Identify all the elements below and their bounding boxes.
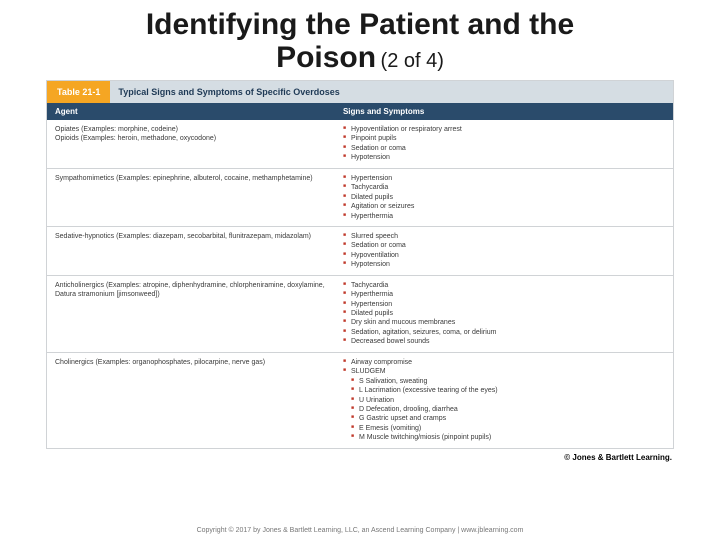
table-row: Sympathomimetics (Examples: epinephrine,…	[47, 169, 673, 227]
sign-item: Hypertension	[343, 300, 665, 309]
sign-item: Slurred speech	[343, 232, 665, 241]
column-header: Agent Signs and Symptoms	[47, 103, 673, 120]
slide-title: Identifying the Patient and the Poison (…	[18, 8, 702, 74]
agent-cell: Sympathomimetics (Examples: epinephrine,…	[47, 169, 335, 226]
sign-subitem: E Emesis (vomiting)	[343, 424, 665, 433]
sign-item: Hypoventilation or respiratory arrest	[343, 125, 665, 134]
sign-item: Tachycardia	[343, 281, 665, 290]
table-row: Opiates (Examples: morphine, codeine) Op…	[47, 120, 673, 169]
signs-cell: Slurred speechSedation or comaHypoventil…	[335, 227, 673, 275]
sign-subitem: S Salivation, sweating	[343, 377, 665, 386]
sign-item: SLUDGEM	[343, 367, 665, 376]
sign-item: Hypotension	[343, 260, 665, 269]
col-header-agent: Agent	[47, 103, 335, 120]
sign-item: Dilated pupils	[343, 309, 665, 318]
table-row: Sedative-hypnotics (Examples: diazepam, …	[47, 227, 673, 276]
table-row: Anticholinergics (Examples: atropine, di…	[47, 276, 673, 353]
signs-cell: Hypoventilation or respiratory arrestPin…	[335, 120, 673, 168]
title-line2-sub: (2 of 4)	[381, 50, 444, 72]
sign-item: Hyperthermia	[343, 212, 665, 221]
footer-copyright: Copyright © 2017 by Jones & Bartlett Lea…	[0, 527, 720, 534]
sign-item: Hypertension	[343, 174, 665, 183]
sign-item: Dilated pupils	[343, 193, 665, 202]
credit-line: © Jones & Bartlett Learning.	[18, 453, 672, 462]
sign-item: Airway compromise	[343, 358, 665, 367]
table-container: Table 21-1 Typical Signs and Symptoms of…	[46, 80, 674, 449]
agent-cell: Cholinergics (Examples: organophosphates…	[47, 353, 335, 448]
table-caption: Typical Signs and Symptoms of Specific O…	[118, 87, 339, 97]
sign-subitem: L Lacrimation (excessive tearing of the …	[343, 386, 665, 395]
sign-subitem: U Urination	[343, 396, 665, 405]
col-header-signs: Signs and Symptoms	[335, 103, 673, 120]
sign-item: Sedation or coma	[343, 241, 665, 250]
agent-cell: Opiates (Examples: morphine, codeine) Op…	[47, 120, 335, 168]
table-tag: Table 21-1	[47, 81, 110, 103]
sign-subitem: M Muscle twitching/miosis (pinpoint pupi…	[343, 433, 665, 442]
sign-item: Hyperthermia	[343, 290, 665, 299]
sign-item: Decreased bowel sounds	[343, 337, 665, 346]
sign-item: Pinpoint pupils	[343, 134, 665, 143]
sign-item: Sedation, agitation, seizures, coma, or …	[343, 328, 665, 337]
slide: Identifying the Patient and the Poison (…	[0, 0, 720, 540]
sign-item: Sedation or coma	[343, 144, 665, 153]
sign-item: Agitation or seizures	[343, 202, 665, 211]
title-line2-bold: Poison	[276, 41, 376, 74]
sign-item: Dry skin and mucous membranes	[343, 318, 665, 327]
signs-cell: HypertensionTachycardiaDilated pupilsAgi…	[335, 169, 673, 226]
agent-cell: Sedative-hypnotics (Examples: diazepam, …	[47, 227, 335, 275]
table-header-bar: Table 21-1 Typical Signs and Symptoms of…	[47, 81, 673, 103]
sign-item: Hypotension	[343, 153, 665, 162]
table-row: Cholinergics (Examples: organophosphates…	[47, 353, 673, 448]
sign-subitem: D Defecation, drooling, diarrhea	[343, 405, 665, 414]
sign-item: Tachycardia	[343, 183, 665, 192]
title-line1: Identifying the Patient and the	[146, 8, 574, 41]
signs-cell: TachycardiaHyperthermiaHypertensionDilat…	[335, 276, 673, 352]
sign-subitem: G Gastric upset and cramps	[343, 414, 665, 423]
table-body: Opiates (Examples: morphine, codeine) Op…	[47, 120, 673, 448]
sign-item: Hypoventilation	[343, 251, 665, 260]
agent-cell: Anticholinergics (Examples: atropine, di…	[47, 276, 335, 352]
signs-cell: Airway compromiseSLUDGEMS Salivation, sw…	[335, 353, 673, 448]
